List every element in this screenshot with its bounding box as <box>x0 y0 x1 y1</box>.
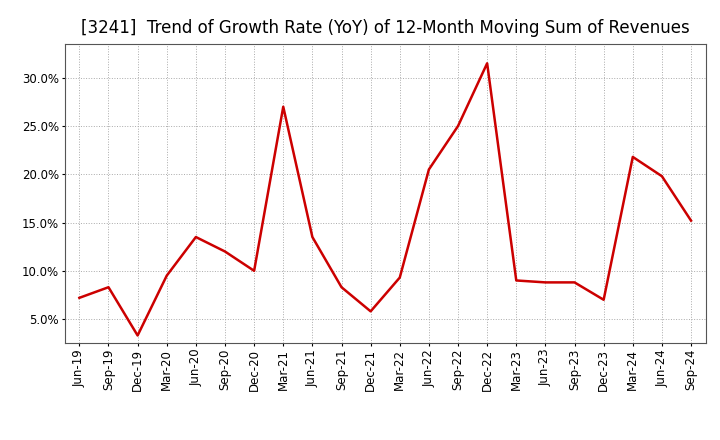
Title: [3241]  Trend of Growth Rate (YoY) of 12-Month Moving Sum of Revenues: [3241] Trend of Growth Rate (YoY) of 12-… <box>81 19 690 37</box>
